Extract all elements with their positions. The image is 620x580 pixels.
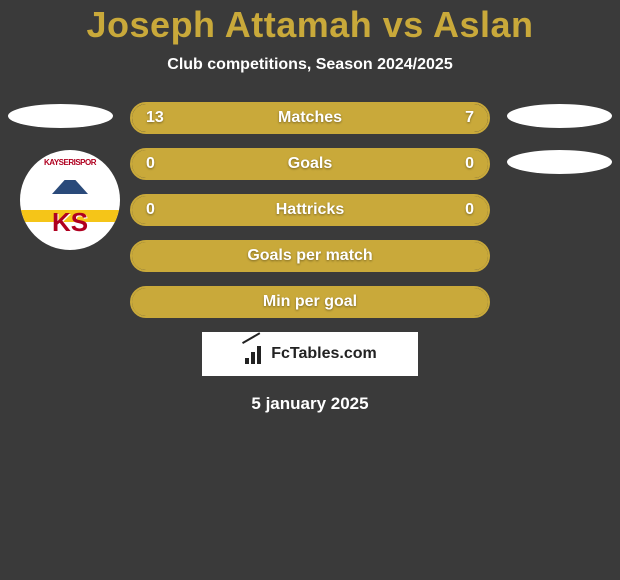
left-column: KAYSERISPOR KS	[0, 102, 130, 318]
stat-value-left: 13	[146, 109, 164, 127]
date-text: 5 january 2025	[0, 394, 620, 414]
stat-value-right: 0	[465, 155, 474, 173]
stat-label: Matches	[278, 109, 342, 127]
stat-label: Goals per match	[247, 247, 372, 265]
stat-label: Goals	[288, 155, 332, 173]
attribution-text: FcTables.com	[271, 345, 377, 363]
stat-bar: 13 Matches 7	[130, 102, 490, 134]
right-column	[490, 102, 620, 318]
stat-bar: 0 Hattricks 0	[130, 194, 490, 226]
subtitle: Club competitions, Season 2024/2025	[0, 56, 620, 74]
mountain-icon	[52, 174, 88, 194]
stats-column: 13 Matches 7 0 Goals 0 0 Hattricks 0 Goals per ma…	[130, 102, 490, 318]
placeholder-ellipse-icon	[507, 104, 612, 128]
page-title: Joseph Attamah vs Aslan	[0, 4, 620, 46]
stat-bar: 0 Goals 0	[130, 148, 490, 180]
stat-bar: Min per goal	[130, 286, 490, 318]
placeholder-ellipse-icon	[507, 150, 612, 174]
infographic-root: Joseph Attamah vs Aslan Club competition…	[0, 0, 620, 414]
stat-label: Min per goal	[263, 293, 357, 311]
badge-top-text: KAYSERISPOR	[44, 158, 96, 167]
content-row: KAYSERISPOR KS 13 Matches 7 0 Goals 0 0 Hattric…	[0, 102, 620, 318]
stat-label: Hattricks	[276, 201, 344, 219]
placeholder-ellipse-icon	[8, 104, 113, 128]
stat-bar: Goals per match	[130, 240, 490, 272]
team-badge-kayserispor: KAYSERISPOR KS	[20, 150, 120, 250]
badge-initials: KS	[52, 207, 88, 238]
stat-value-right: 0	[465, 201, 474, 219]
chart-icon	[243, 344, 267, 364]
stat-value-left: 0	[146, 155, 155, 173]
attribution-box: FcTables.com	[202, 332, 418, 376]
stat-value-right: 7	[465, 109, 474, 127]
stat-value-left: 0	[146, 201, 155, 219]
